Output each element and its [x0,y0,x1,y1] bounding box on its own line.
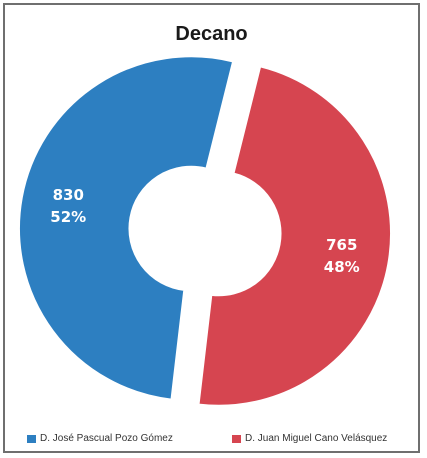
legend-label-series-0: D. José Pascual Pozo Gómez [40,433,173,444]
donut-chart: 765 48% 830 52% [18,55,392,407]
legend: D. José Pascual Pozo Gómez D. Juan Migue… [27,433,422,453]
legend-item-series-0: D. José Pascual Pozo Gómez [27,433,173,444]
legend-label-series-1: D. Juan Miguel Cano Velásquez [245,433,388,444]
legend-item-series-1: D. Juan Miguel Cano Velásquez [232,433,387,444]
legend-swatch-series-1 [232,434,241,443]
chart-frame: Decano 765 48% 830 52% D. José Pascual Pozo… [3,3,420,453]
data-label-value-series-0: 830 [53,186,84,204]
chart-title: Decano [175,23,248,45]
pie-slice-series-1 [197,65,392,407]
pie-slice-series-0 [18,55,234,401]
data-label-percent-series-0: 52% [50,208,86,226]
legend-swatch-series-0 [27,434,36,443]
data-label-percent-series-1: 48% [324,258,360,276]
data-label-value-series-1: 765 [326,236,357,254]
